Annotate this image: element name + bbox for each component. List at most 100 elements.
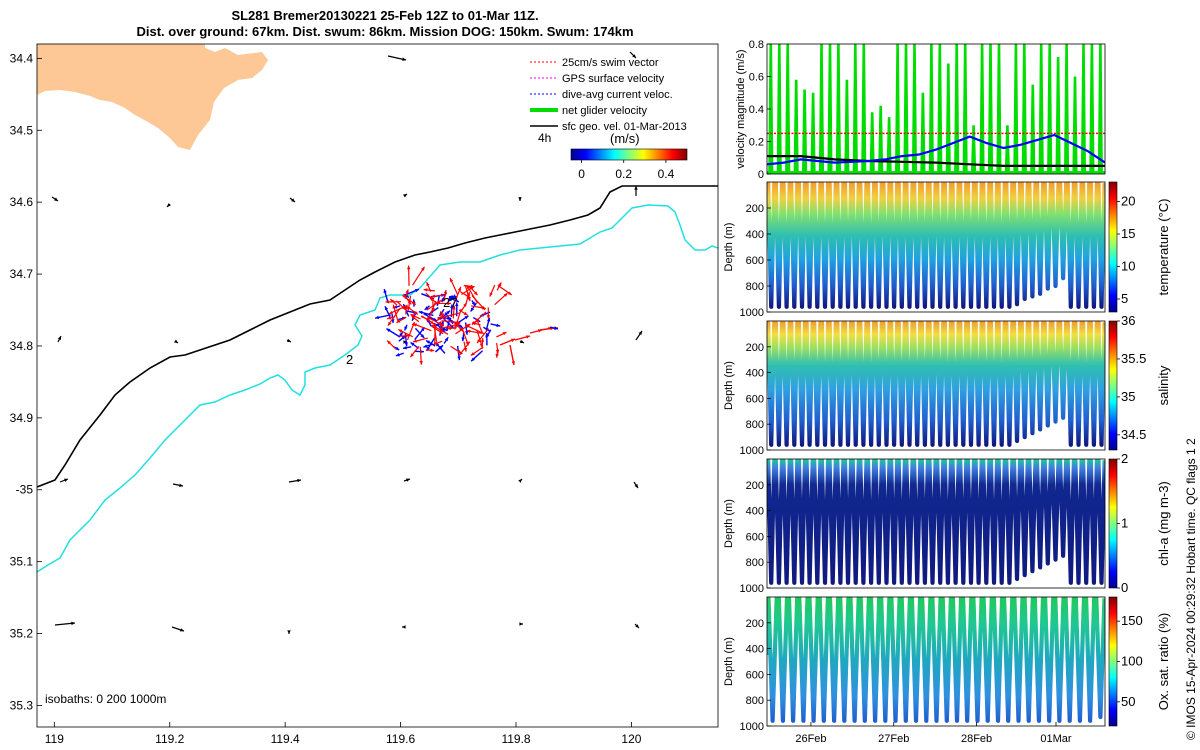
swim-vector-arrow — [431, 294, 444, 298]
current-velocity-arrow — [464, 322, 469, 335]
swim-vector-arrow — [461, 285, 475, 296]
swim-vector-arrow — [387, 316, 396, 320]
swim-vector-arrow-head — [431, 294, 436, 298]
swim-vector-arrow-head — [436, 316, 441, 321]
current-velocity-arrow-head — [404, 326, 408, 331]
swim-vector-arrow — [441, 320, 461, 325]
salinity-cbar-tick-label: 35.5 — [1121, 351, 1146, 366]
current-velocity-arrow-head — [450, 304, 454, 309]
swim-vector-arrow — [471, 295, 486, 311]
swim-vector-arrow-head — [470, 352, 475, 356]
current-velocity-arrow-head — [470, 307, 475, 312]
swim-vector-arrow-head — [430, 298, 434, 302]
oxygen-colorbar — [1108, 596, 1118, 727]
swim-vector-arrow — [449, 277, 459, 295]
geo-velocity-arrow-head — [71, 621, 75, 626]
legend-swim-label: 25cm/s swim vector — [562, 57, 659, 69]
swim-vector-arrow — [398, 329, 414, 338]
map-y-ticks: 34.4 34.5 34.6 34.7 34.8 34.9 -35 35.1 35.2 35.3 — [10, 51, 42, 712]
swim-vector-arrow-head — [385, 300, 390, 304]
swim-vector-arrow — [509, 344, 515, 366]
swim-vector-arrow — [407, 295, 412, 311]
current-velocity-arrow-head — [461, 337, 465, 342]
swim-vector-arrow-head — [390, 299, 395, 303]
swim-vector-arrow — [432, 324, 438, 342]
temperature-y-tick-label: 400 — [746, 229, 764, 241]
current-velocity-arrow-head — [486, 333, 490, 338]
salinity-cbar-tick-label: 34.5 — [1121, 427, 1146, 442]
current-velocity-arrow — [395, 352, 404, 357]
current-velocity-arrow-head — [454, 294, 458, 299]
current-velocity-arrow — [549, 326, 559, 330]
geo-velocity-arrow — [287, 630, 291, 634]
geo-velocity-arrow — [629, 51, 637, 59]
geo-velocity-arrow — [171, 626, 185, 632]
swim-vector-arrow — [450, 345, 462, 354]
map-y-tick-label: 34.5 — [10, 123, 34, 137]
geo-velocity-arrow — [403, 193, 408, 198]
swim-vector-arrow — [471, 311, 487, 326]
swim-vector-arrow — [429, 317, 445, 327]
oxygen-ylabel: Depth (m) — [723, 637, 735, 686]
geo-velocity-arrow-head — [57, 336, 61, 340]
swim-vector-arrow-head — [473, 291, 478, 296]
geo-velocity-arrow-head — [167, 203, 171, 207]
current-velocity-arrow — [402, 345, 412, 350]
current-velocity-arrow-head — [441, 298, 445, 303]
swim-vector-arrow-head — [466, 285, 471, 290]
speed-colorbar: 4h (m/s) 0 0.2 0.4 — [538, 131, 688, 181]
chla-cbar-tick-label: 2 — [1121, 451, 1128, 466]
salinity-y-tick-label: 600 — [746, 393, 764, 405]
chla-dives — [767, 459, 1105, 585]
chart-title-line1: SL281 Bremer20130221 25-Feb 12Z to 01-Ma… — [231, 8, 539, 23]
current-velocity-arrow — [404, 332, 409, 347]
swim-vector-arrow-head — [463, 347, 468, 352]
geo-velocity-arrow-head — [403, 340, 407, 344]
geo-velocity-arrow — [518, 197, 522, 201]
swim-vector-arrow-head — [457, 286, 462, 291]
annotation-2: 2 — [346, 352, 353, 367]
swim-vector-arrow-head — [411, 315, 416, 320]
swim-vector-arrow — [454, 308, 462, 330]
swim-vector-arrow-head — [456, 320, 461, 325]
swim-vector-arrow — [486, 307, 491, 319]
swim-vector-arrow-head — [426, 282, 430, 287]
velocity-y-tick-label: 0.6 — [749, 72, 764, 84]
current-velocity-arrow-head — [395, 353, 400, 357]
geo-velocity-arrow-head — [287, 338, 291, 342]
swim-vector-arrow — [406, 265, 411, 286]
map-y-tick-label: 34.8 — [10, 339, 34, 353]
geo-velocity-arrow-head — [54, 197, 58, 201]
swim-vector-arrow-head — [398, 329, 403, 333]
current-velocity-arrow-head — [401, 335, 406, 340]
swim-vector-arrow — [420, 315, 431, 321]
isobath-200m — [37, 185, 718, 488]
temperature-y-tick-label: 1000 — [740, 307, 764, 319]
geo-velocity-arrow-head — [179, 483, 183, 487]
map-y-tick-label: 35.3 — [10, 698, 34, 712]
geo-velocity-arrow — [519, 339, 525, 344]
oxygen-cbar-tick-label: 50 — [1121, 694, 1135, 709]
swim-vector-arrow — [395, 300, 406, 311]
swim-vector-arrow-head — [404, 305, 408, 310]
current-velocity-arrow-head — [418, 310, 423, 315]
salinity-colorbar — [1108, 320, 1118, 451]
chla-cbar-tick-label: 0 — [1121, 580, 1128, 595]
colorbar-unit-label: (m/s) — [610, 131, 640, 146]
geo-velocity-arrow — [387, 55, 407, 61]
time-tick-label: 27Feb — [878, 733, 909, 745]
salinity-cbar-tick-label: 35 — [1121, 389, 1135, 404]
current-velocity-arrow — [485, 329, 492, 339]
swim-vector-arrow — [453, 286, 462, 305]
geo-velocity-arrow — [174, 339, 179, 344]
salinity-y-tick-label: 800 — [746, 419, 764, 431]
time-tick-label: 01Mar — [1040, 733, 1072, 745]
current-velocity-arrow-head — [486, 317, 491, 322]
current-velocity-arrow — [383, 288, 389, 302]
map-x-tick-label: 119.6 — [386, 732, 415, 746]
colorbar-ticks: 0 0.2 0.4 — [578, 160, 675, 181]
isobath-1000m — [37, 204, 718, 573]
current-velocity-arrow-head — [410, 342, 415, 346]
geo-velocity-arrow — [286, 338, 292, 343]
temperature-cbar-tick-label: 10 — [1121, 259, 1135, 274]
